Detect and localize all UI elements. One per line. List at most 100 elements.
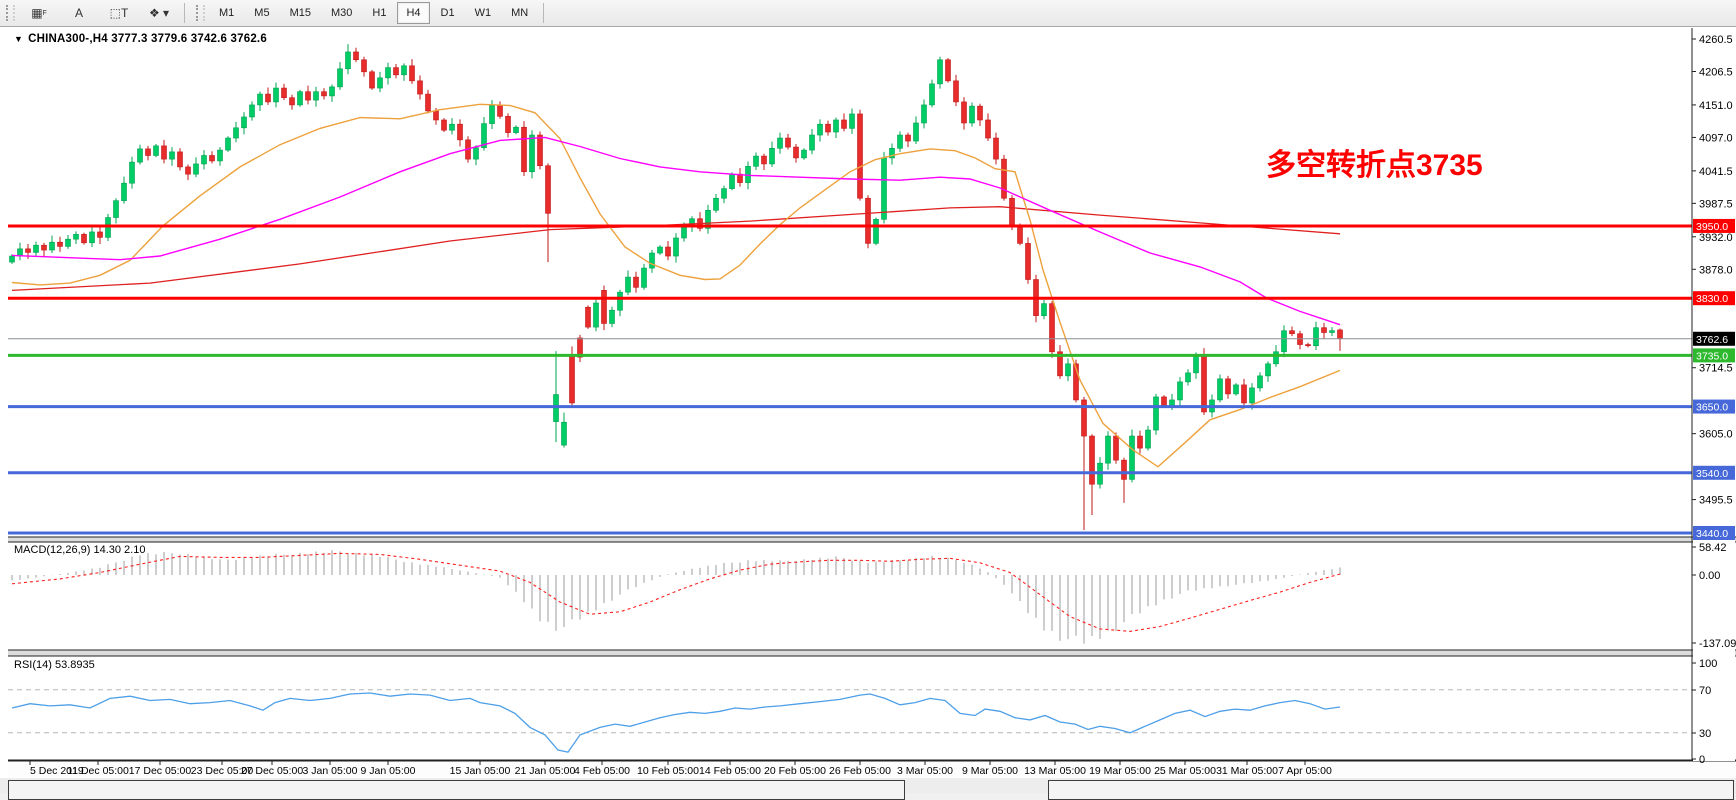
candle-body [321,91,327,97]
macd-panel[interactable] [8,542,1736,650]
candle-body [1241,384,1247,404]
candle-body [1121,459,1127,480]
tool-grid-f-icon[interactable]: ▦ F [31,6,47,20]
candle-body [1161,396,1167,407]
timeframe-button-H1[interactable]: H1 [372,7,387,19]
candle-body [585,306,591,328]
candle-body [865,197,871,244]
candle-body [281,87,287,99]
time-tick-label: 19 Mar 05:00 [1089,765,1151,777]
candle-body [561,421,567,446]
candle-body [1177,381,1183,401]
candle-body [409,65,415,82]
timeframe-button-D1[interactable]: D1 [440,7,455,19]
candle-body [1313,327,1319,347]
candle-body [353,51,359,61]
candle-body [905,134,911,142]
price-tick-label: 3714.5 [1699,363,1733,375]
docked-window-edge[interactable] [1048,780,1734,800]
tool-text-box-icon[interactable]: ⬚T [109,6,129,20]
timeframe-button-H4[interactable]: H4 [397,2,430,24]
candle-body [657,246,663,254]
candle-body [97,231,103,238]
price-badge-text: 3540.0 [1696,468,1728,480]
time-tick-label: 17 Dec 05:00 [129,765,192,777]
timeframe-button-W1[interactable]: W1 [474,7,492,19]
candle-body [921,104,927,124]
price-badge-text: 3950.0 [1696,221,1728,233]
candle-body [1265,363,1271,377]
candle-body [233,127,239,139]
candle-body [153,145,159,156]
time-tick-label: 3 Jan 05:00 [303,765,358,777]
candle-body [313,91,319,101]
rsi-indicator-label: RSI(14) 53.8935 [14,659,95,671]
candle-body [489,105,495,124]
price-badge-3762.6 [1693,331,1735,346]
candle-body [817,123,823,136]
tool-cursor-mode-icon[interactable]: ❖ ▾ [148,6,170,20]
time-tick-label: 20 Feb 05:00 [764,765,826,777]
candle-body [825,123,831,133]
timeframe-button-MN[interactable]: MN [511,7,529,19]
time-tick-label: 25 Mar 05:00 [1154,765,1216,777]
candle-body [881,157,887,220]
time-tick-label: 10 Feb 05:00 [637,765,699,777]
docked-window-edge[interactable] [8,780,905,800]
candle-body [953,80,959,103]
chevron-down-icon[interactable]: ▼ [14,34,24,44]
candle-body [193,163,199,175]
candle-body [1201,354,1207,413]
candle-body [1329,330,1335,333]
price-tick-label: 4041.5 [1699,166,1733,178]
candle-body [257,93,263,106]
candle-body [289,97,295,106]
toolbar-grip[interactable] [6,5,15,21]
candle-body [121,182,127,201]
candle-body [1105,435,1111,464]
timeframe-button-M30[interactable]: M30 [330,7,353,19]
rsi-tick-label: 30 [1699,728,1711,740]
annotation-text[interactable]: 多空转折点3735 [1266,149,1483,182]
candle-body [1289,330,1295,335]
candle-body [457,123,463,141]
candle-body [1145,429,1151,449]
panel-splitter[interactable] [8,537,1736,542]
main-panel[interactable] [8,28,1736,537]
timeframe-button-M1[interactable]: M1 [219,7,235,19]
candle-body [1217,378,1223,401]
time-tick-label: 15 Jan 05:00 [450,765,511,777]
candle-body [1273,351,1279,365]
candle-body [225,137,231,151]
candle-body [1185,372,1191,383]
symbol-quote-line[interactable]: ▼ CHINA300-,H4 3777.3 3779.6 3742.6 3762.… [14,33,267,45]
tool-text-a-icon[interactable]: A [74,6,83,20]
rsi-panel[interactable] [8,656,1736,760]
candle-body [889,147,895,159]
timeframe-button-M15[interactable]: M15 [289,7,311,19]
candle-body [1017,225,1023,244]
candle-body [673,237,679,257]
candle-body [473,147,479,160]
time-tick-label: 11 Dec 05:00 [67,765,129,777]
panel-splitter[interactable] [8,650,1736,656]
price-axis-area[interactable] [1693,28,1735,761]
candle-body [89,231,95,244]
candle-body [929,83,935,106]
candle-body [337,68,343,88]
timeframe-button-M5[interactable]: M5 [254,7,270,19]
time-tick-label: 27 Dec 05:00 [241,765,304,777]
candle-body [113,200,119,218]
timeframe-grip[interactable] [196,5,205,21]
candle-body [1305,344,1311,347]
candle-body [681,225,687,239]
time-tick-label: 31 Mar 05:00 [1216,765,1278,777]
candle-body [505,116,511,133]
candle-body [993,137,999,160]
chart-window[interactable]: 4260.5 4206.5 4151.0 4097.0 4041.5 3987.5 3932… [0,27,1736,793]
candle-body [1049,303,1055,353]
candle-body [1041,303,1047,316]
time-axis[interactable] [8,761,1736,777]
chart-canvas[interactable]: 4260.5 4206.5 4151.0 4097.0 4041.5 3987.5 3932… [0,27,1736,793]
candle-body [377,77,383,89]
